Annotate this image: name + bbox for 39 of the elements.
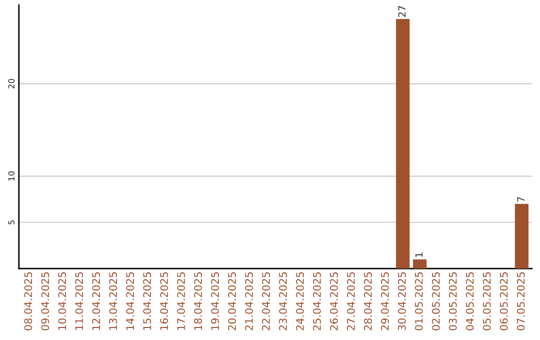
x-tick-label: 11.04.2025 <box>75 272 84 330</box>
x-tick-label: 03.05.2025 <box>448 272 457 330</box>
x-tick-label: 24.04.2025 <box>296 272 304 330</box>
x-tick-label: 05.05.2025 <box>482 272 491 330</box>
x-tick-label: 28.04.2025 <box>364 272 372 330</box>
x-tick-label: 01.05.2025 <box>414 272 423 330</box>
bar <box>514 204 529 269</box>
x-tick-label: 27.04.2025 <box>346 272 355 330</box>
x-tick-label: 16.04.2025 <box>160 272 168 330</box>
x-tick-label: 20.04.2025 <box>228 272 236 330</box>
x-tick-label: 30.04.2025 <box>398 272 406 330</box>
x-tick-label: 25.04.2025 <box>313 272 321 330</box>
x-tick-label: 14.04.2025 <box>126 272 134 330</box>
x-tick-label: 17.04.2025 <box>177 272 185 330</box>
data-label: 7 <box>517 197 524 202</box>
x-tick-label: 26.04.2025 <box>330 272 338 330</box>
x-tick-label: 04.05.2025 <box>466 272 474 330</box>
x-tick-label: 15.04.2025 <box>143 272 152 330</box>
x-tick-label: 23.04.2025 <box>279 272 287 330</box>
data-label: 27 <box>398 6 406 17</box>
x-tick-label: 07.05.2025 <box>516 272 525 330</box>
x-tick-label: 21.04.2025 <box>245 272 253 330</box>
bar <box>396 18 410 269</box>
x-tick-label: 10.04.2025 <box>58 272 66 330</box>
data-label: 1 <box>415 252 422 257</box>
x-tick-label: 13.04.2025 <box>109 272 118 330</box>
x-tick-label: 06.05.2025 <box>500 272 508 330</box>
x-tick-label: 12.04.2025 <box>92 272 100 330</box>
x-tick-label: 18.04.2025 <box>194 272 202 330</box>
x-tick-label: 09.04.2025 <box>41 272 50 330</box>
y-tick-label: 20 <box>8 78 15 88</box>
bar <box>412 259 427 269</box>
x-tick-label: 29.04.2025 <box>380 272 389 330</box>
x-tick-label: 22.04.2025 <box>262 272 270 330</box>
y-tick-label: 10 <box>8 171 15 181</box>
y-tick-label: 5 <box>8 220 15 224</box>
x-tick-label: 02.05.2025 <box>432 272 440 330</box>
x-tick-label: 08.04.2025 <box>24 272 32 330</box>
x-tick-label: 19.04.2025 <box>211 272 219 330</box>
